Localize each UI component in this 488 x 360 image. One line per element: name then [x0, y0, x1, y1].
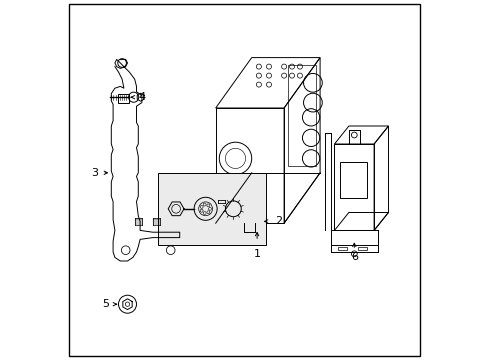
Bar [339, 162, 366, 198]
Bar [287, 65, 316, 166]
Bar [337, 247, 346, 250]
Bar [118, 94, 129, 103]
Text: 6: 6 [350, 252, 357, 262]
Bar [357, 247, 366, 250]
Text: 4: 4 [138, 92, 145, 102]
Bar [158, 173, 265, 245]
Text: 2: 2 [275, 216, 282, 226]
Text: 3: 3 [91, 168, 99, 178]
Text: 1: 1 [253, 249, 260, 259]
Text: 5: 5 [102, 299, 109, 309]
